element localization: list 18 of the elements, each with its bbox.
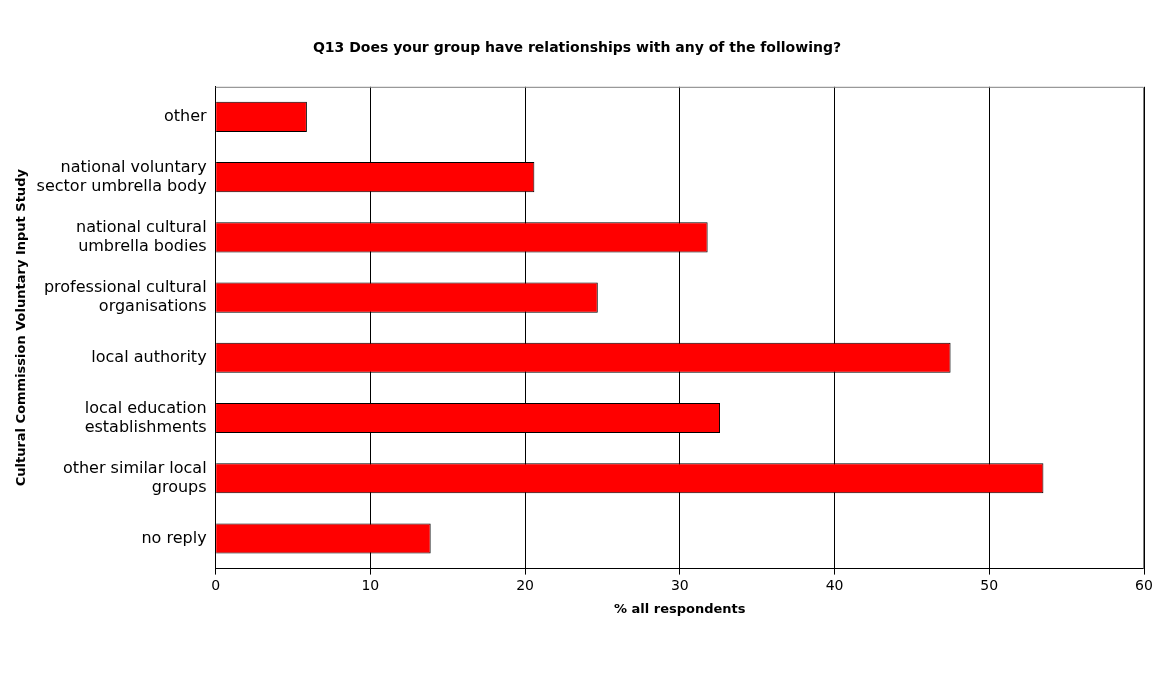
x-tick-label: 60 (1135, 576, 1153, 593)
x-tick-label: 50 (980, 576, 999, 593)
x-tick-label: 40 (825, 576, 844, 593)
x-tick-label: 10 (361, 576, 380, 593)
y-tick-label: local education establishments (84, 397, 207, 436)
x-tick-label: 0 (211, 576, 221, 593)
y-tick-label: other (163, 106, 208, 126)
y-tick-label: local authority (91, 346, 207, 366)
y-tick-label: national cultural umbrella bodies (76, 216, 207, 256)
y-axis-title: Cultural Commission Voluntary Input Study (13, 168, 29, 487)
y-tick-label: professional cultural organisations (43, 277, 207, 316)
x-tick-label: 20 (516, 576, 534, 593)
x-tick-label: 30 (670, 576, 689, 593)
y-tick-label: other similar local groups (62, 457, 207, 497)
y-tick-label: no reply (141, 527, 207, 547)
x-axis-title: % all respondents (614, 600, 746, 616)
y-tick-label: national voluntary sector umbrella body (36, 156, 207, 195)
chart-title: Q13 Does your group have relationships with any of the following? (312, 39, 842, 56)
